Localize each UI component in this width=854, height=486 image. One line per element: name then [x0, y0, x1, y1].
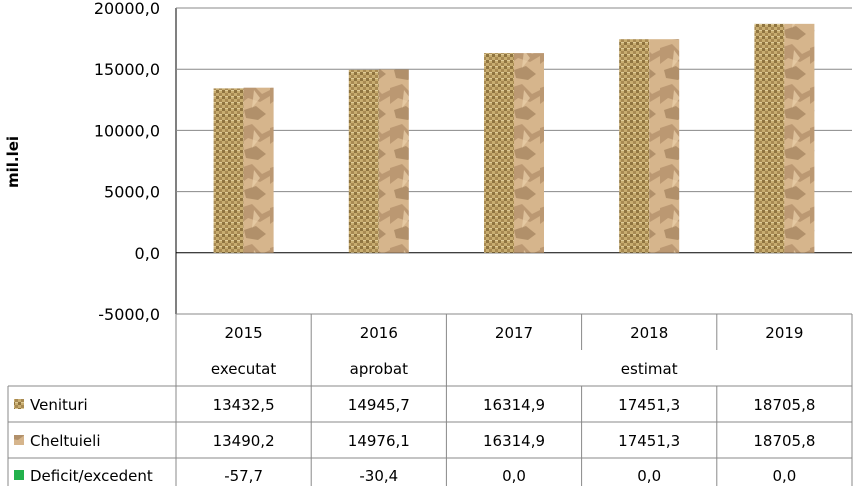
data-value: 0,0: [772, 467, 796, 485]
legend-swatch: [14, 470, 24, 480]
status-label: estimat: [621, 360, 678, 378]
bar-venituri: [754, 23, 785, 253]
bar-cheltuieli: [243, 87, 274, 253]
bar-cheltuieli: [784, 23, 815, 253]
data-value: -30,4: [359, 467, 398, 485]
y-tick-label: -5000,0: [98, 305, 160, 324]
bar-venituri: [213, 88, 244, 253]
bar-venituri: [484, 53, 514, 253]
y-axis-label: mil.lei: [4, 136, 22, 188]
bar-cheltuieli: [649, 39, 680, 253]
y-tick-label: 10000,0: [94, 121, 160, 140]
bar-venituri: [348, 69, 379, 253]
data-value: 14976,1: [348, 432, 410, 450]
legend-swatch: [14, 399, 24, 409]
data-value: 13490,2: [213, 432, 275, 450]
data-value: 16314,9: [483, 396, 545, 414]
x-tick-label: 2019: [765, 324, 803, 342]
bar-venituri: [619, 39, 650, 253]
data-value: 17451,3: [618, 396, 680, 414]
y-tick-label: 5000,0: [104, 183, 160, 202]
data-value: 0,0: [637, 467, 661, 485]
legend-label: Deficit/excedent: [30, 467, 153, 485]
x-tick-label: 2016: [360, 324, 398, 342]
data-value: 14945,7: [348, 396, 410, 414]
y-tick-label: 0,0: [135, 244, 160, 263]
data-value: 17451,3: [618, 432, 680, 450]
data-value: 18705,8: [753, 396, 815, 414]
x-tick-label: 2015: [225, 324, 263, 342]
data-value: -57,7: [224, 467, 263, 485]
data-value: 18705,8: [753, 432, 815, 450]
bar-cheltuieli: [378, 69, 409, 253]
status-label: executat: [211, 360, 276, 378]
data-value: 0,0: [502, 467, 526, 485]
data-value: 16314,9: [483, 432, 545, 450]
x-tick-label: 2017: [495, 324, 533, 342]
legend-label: Cheltuieli: [30, 432, 101, 450]
legend-swatch: [14, 435, 24, 445]
y-tick-label: 15000,0: [94, 60, 160, 79]
x-tick-label: 2018: [630, 324, 668, 342]
y-tick-label: 20000,0: [94, 0, 160, 18]
status-label: aprobat: [350, 360, 408, 378]
bar-cheltuieli: [514, 53, 544, 253]
data-value: 13432,5: [213, 396, 275, 414]
legend-label: Venituri: [30, 396, 88, 414]
